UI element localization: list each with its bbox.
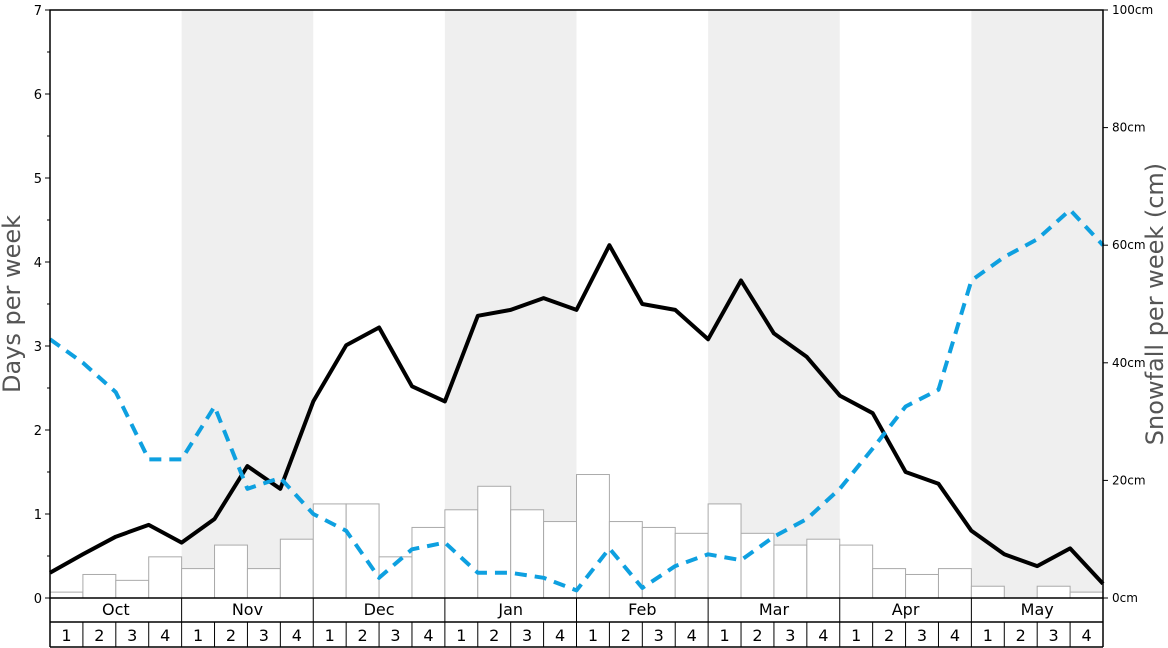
month-label-mar: Mar <box>759 600 790 619</box>
week-label: 3 <box>127 626 137 645</box>
snowfall-bar <box>279 538 314 599</box>
snowfall-bar <box>806 538 841 599</box>
snowfall-bar <box>312 503 347 599</box>
week-label: 4 <box>1081 626 1091 645</box>
snowfall-bar <box>148 556 183 599</box>
snowfall-bar <box>115 579 150 599</box>
snowfall-bar <box>510 509 545 599</box>
week-label: 3 <box>259 626 269 645</box>
snowfall-bar <box>82 573 117 599</box>
snowfall-bar <box>872 568 907 599</box>
week-label: 2 <box>226 626 236 645</box>
week-label: 4 <box>818 626 828 645</box>
month-label-feb: Feb <box>628 600 656 619</box>
month-label-dec: Dec <box>364 600 395 619</box>
y-left-tick-label: 2 <box>34 424 42 439</box>
snowfall-bar <box>576 474 610 599</box>
y-left-tick-label: 6 <box>34 88 42 103</box>
week-label: 2 <box>884 626 894 645</box>
week-label: 4 <box>687 626 697 645</box>
week-label: 3 <box>917 626 927 645</box>
y-right-tick-label: 20cm <box>1112 473 1146 487</box>
week-label: 1 <box>851 626 861 645</box>
week-label: 4 <box>160 626 170 645</box>
y-axis-left-title: Days per week <box>0 215 26 393</box>
snowfall-bar <box>444 509 479 599</box>
week-label: 3 <box>785 626 795 645</box>
month-label-jan: Jan <box>497 600 523 619</box>
y-left-tick-label: 4 <box>34 256 42 271</box>
y-right-tick-label: 40cm <box>1112 356 1146 370</box>
week-label: 3 <box>390 626 400 645</box>
week-label: 1 <box>983 626 993 645</box>
y-left-tick-label: 1 <box>34 508 42 523</box>
month-label-apr: Apr <box>892 600 920 619</box>
month-shade-nov <box>181 10 314 598</box>
y-right-tick-label: 60cm <box>1112 238 1146 252</box>
y-left-tick-label: 5 <box>34 172 42 187</box>
dashed-series-line <box>48 207 1105 593</box>
week-label: 4 <box>950 626 960 645</box>
y-left-tick-label: 0 <box>34 592 42 607</box>
snowfall-bar <box>411 526 446 599</box>
week-label: 4 <box>555 626 565 645</box>
snowfall-bar <box>1036 585 1071 599</box>
snowfall-bar <box>740 532 775 599</box>
snowfall-bar <box>641 526 676 599</box>
y-left-tick-label: 7 <box>34 4 42 19</box>
snowfall-bar <box>477 485 512 599</box>
week-label: 2 <box>1016 626 1026 645</box>
snowfall-bar <box>181 568 216 599</box>
week-label: 2 <box>621 626 631 645</box>
week-label: 4 <box>423 626 433 645</box>
snowfall-bars <box>49 474 1104 599</box>
solid-series-line <box>49 243 1105 586</box>
week-label: 2 <box>489 626 499 645</box>
series-lines <box>48 207 1105 593</box>
snowfall-bar <box>674 532 709 599</box>
week-label: 1 <box>193 626 203 645</box>
week-label: 3 <box>1049 626 1059 645</box>
x-axis-table: Oct Nov Dec Jan Feb Mar Apr May 1 2 3 4 1 2 3 4 1 2 3 4 1 2 3 4… <box>49 598 1104 648</box>
y-right-tick-label: 100cm <box>1112 3 1153 17</box>
snowfall-bar <box>246 568 281 599</box>
snowfall-bar <box>707 503 742 599</box>
month-label-nov: Nov <box>232 600 263 619</box>
snowfall-bar <box>970 585 1005 599</box>
snowfall-bar <box>773 544 808 599</box>
week-label: 3 <box>654 626 664 645</box>
week-label: 1 <box>325 626 335 645</box>
y-right-tick-label: 0cm <box>1112 591 1138 605</box>
snowfall-bar <box>905 573 939 599</box>
week-label: 2 <box>752 626 762 645</box>
y-right-tick-label: 80cm <box>1112 121 1146 135</box>
month-label-may: May <box>1021 600 1054 619</box>
snowfall-bar <box>214 544 248 599</box>
week-label: 1 <box>456 626 466 645</box>
week-label: 2 <box>358 626 368 645</box>
week-label: 1 <box>719 626 729 645</box>
snowfall-bar <box>937 568 972 599</box>
snowfall-bar <box>839 544 874 599</box>
week-label: 4 <box>292 626 302 645</box>
week-label: 3 <box>522 626 532 645</box>
snowfall-bar <box>49 591 84 599</box>
month-label-oct: Oct <box>102 600 130 619</box>
y-axis-right-title: Snowfall per week (cm) <box>1141 163 1168 445</box>
week-label: 2 <box>94 626 104 645</box>
month-shade-may <box>971 10 1103 598</box>
y-left-tick-label: 3 <box>34 340 42 355</box>
week-label: 1 <box>61 626 71 645</box>
snowfall-bar <box>543 521 577 599</box>
week-label: 1 <box>588 626 598 645</box>
snowfall-bar <box>608 521 643 599</box>
snowfall-bar <box>1069 591 1104 599</box>
